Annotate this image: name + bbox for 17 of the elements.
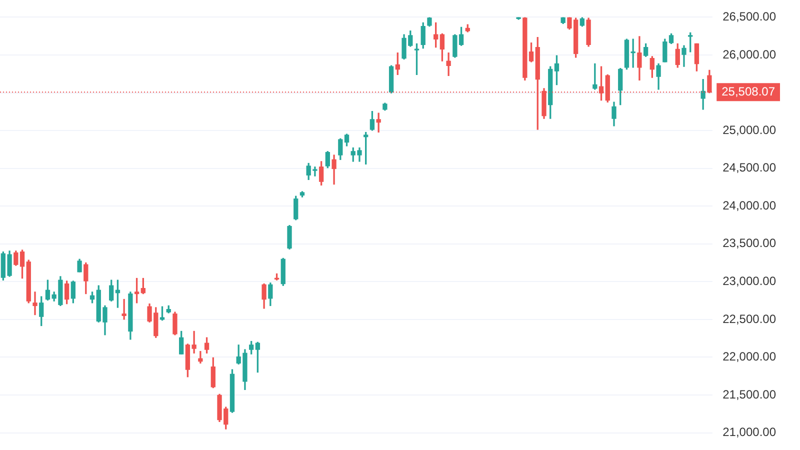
y-tick-label: 26,000.00 (722, 47, 776, 62)
y-tick-label: 26,500.00 (722, 10, 776, 24)
candlestick (446, 52, 451, 76)
y-tick-label: 21,000.00 (722, 425, 776, 440)
candlestick (32, 292, 38, 316)
y-tick-label: 23,000.00 (722, 274, 776, 288)
y-tick-label: 21,500.00 (722, 387, 776, 402)
y-tick-label: 25,000.00 (722, 122, 776, 137)
y-tick-label: 24,500.00 (722, 160, 776, 175)
ref-line-label: 25,508.07 (722, 84, 776, 98)
candlestick (376, 112, 381, 133)
y-tick-label: 24,000.00 (722, 198, 776, 212)
y-tick-label: 23,500.00 (722, 236, 776, 250)
y-tick-label: 22,000.00 (722, 350, 776, 364)
candlestick (198, 351, 203, 364)
y-tick-label: 22,500.00 (722, 312, 776, 326)
candlestick (122, 298, 126, 320)
